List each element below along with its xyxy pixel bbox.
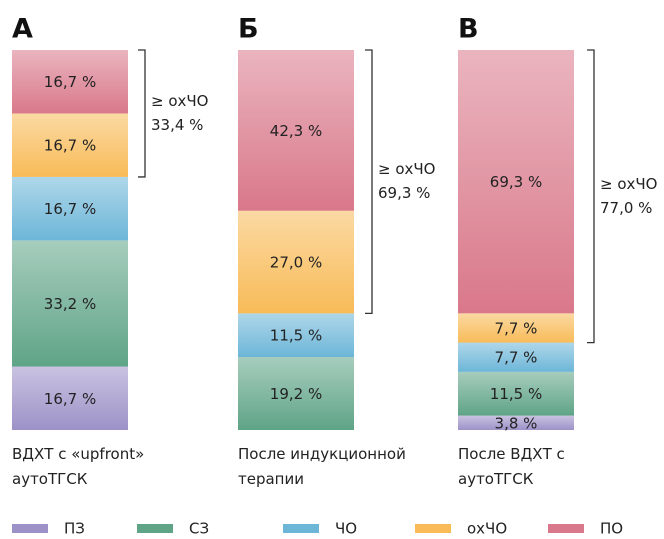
segment-shade [238, 313, 354, 358]
value-label: 42,3 % [270, 122, 322, 140]
panel-label: В [458, 14, 479, 45]
bracket [365, 49, 373, 314]
value-label: 69,3 % [490, 173, 542, 191]
value-label: 16,7 % [44, 137, 96, 155]
value-label: 11,5 % [490, 385, 542, 403]
value-label: 7,7 % [495, 349, 538, 367]
annotation-label: ≥ охЧО [378, 160, 435, 178]
category-label: После ВДХТ с аутоТГСК [458, 445, 565, 488]
segment-shade [12, 113, 128, 177]
annotation-value: 77,0 % [600, 199, 652, 217]
segment-shade [458, 313, 574, 343]
segment-shade [458, 415, 574, 430]
segment-shade [458, 50, 574, 314]
legend-label: ЧО [335, 520, 357, 538]
value-label: 19,2 % [270, 385, 322, 403]
value-label: 33,2 % [44, 295, 96, 313]
annotation-label: ≥ охЧО [600, 175, 657, 193]
bracket [587, 49, 595, 344]
value-label: 16,7 % [44, 200, 96, 218]
segment-shade [458, 342, 574, 372]
legend-swatch [548, 524, 584, 533]
category-label: ВДХТ с «upfront» аутоТГСК [12, 445, 145, 488]
bracket [138, 49, 146, 178]
annotation-value: 33,4 % [151, 116, 203, 134]
value-label: 3,8 % [495, 414, 538, 432]
panel-label: Б [238, 14, 259, 45]
segment-shade [458, 371, 574, 416]
legend-label: СЗ [189, 520, 209, 538]
legend-swatch [283, 524, 319, 533]
segment-shade [12, 176, 128, 241]
segment-shade [238, 210, 354, 314]
legend-swatch [12, 524, 48, 533]
legend-label: ПО [600, 520, 623, 538]
segment-shade [12, 366, 128, 430]
segment-shade [12, 240, 128, 367]
legend-label: ПЗ [64, 520, 85, 538]
legend-swatch [415, 524, 451, 533]
value-label: 11,5 % [270, 327, 322, 345]
category-label: После индукционной терапии [238, 445, 406, 488]
segment-shade [238, 50, 354, 211]
legend-swatch [137, 524, 173, 533]
panel-label: А [12, 14, 33, 45]
value-label: 7,7 % [495, 319, 538, 337]
segment-shade [238, 357, 354, 430]
annotation-value: 69,3 % [378, 184, 430, 202]
annotation-label: ≥ охЧО [151, 92, 208, 110]
segment-shade [12, 50, 128, 114]
value-label: 16,7 % [44, 390, 96, 408]
value-label: 27,0 % [270, 254, 322, 272]
value-label: 16,7 % [44, 73, 96, 91]
legend-label: охЧО [467, 520, 507, 538]
